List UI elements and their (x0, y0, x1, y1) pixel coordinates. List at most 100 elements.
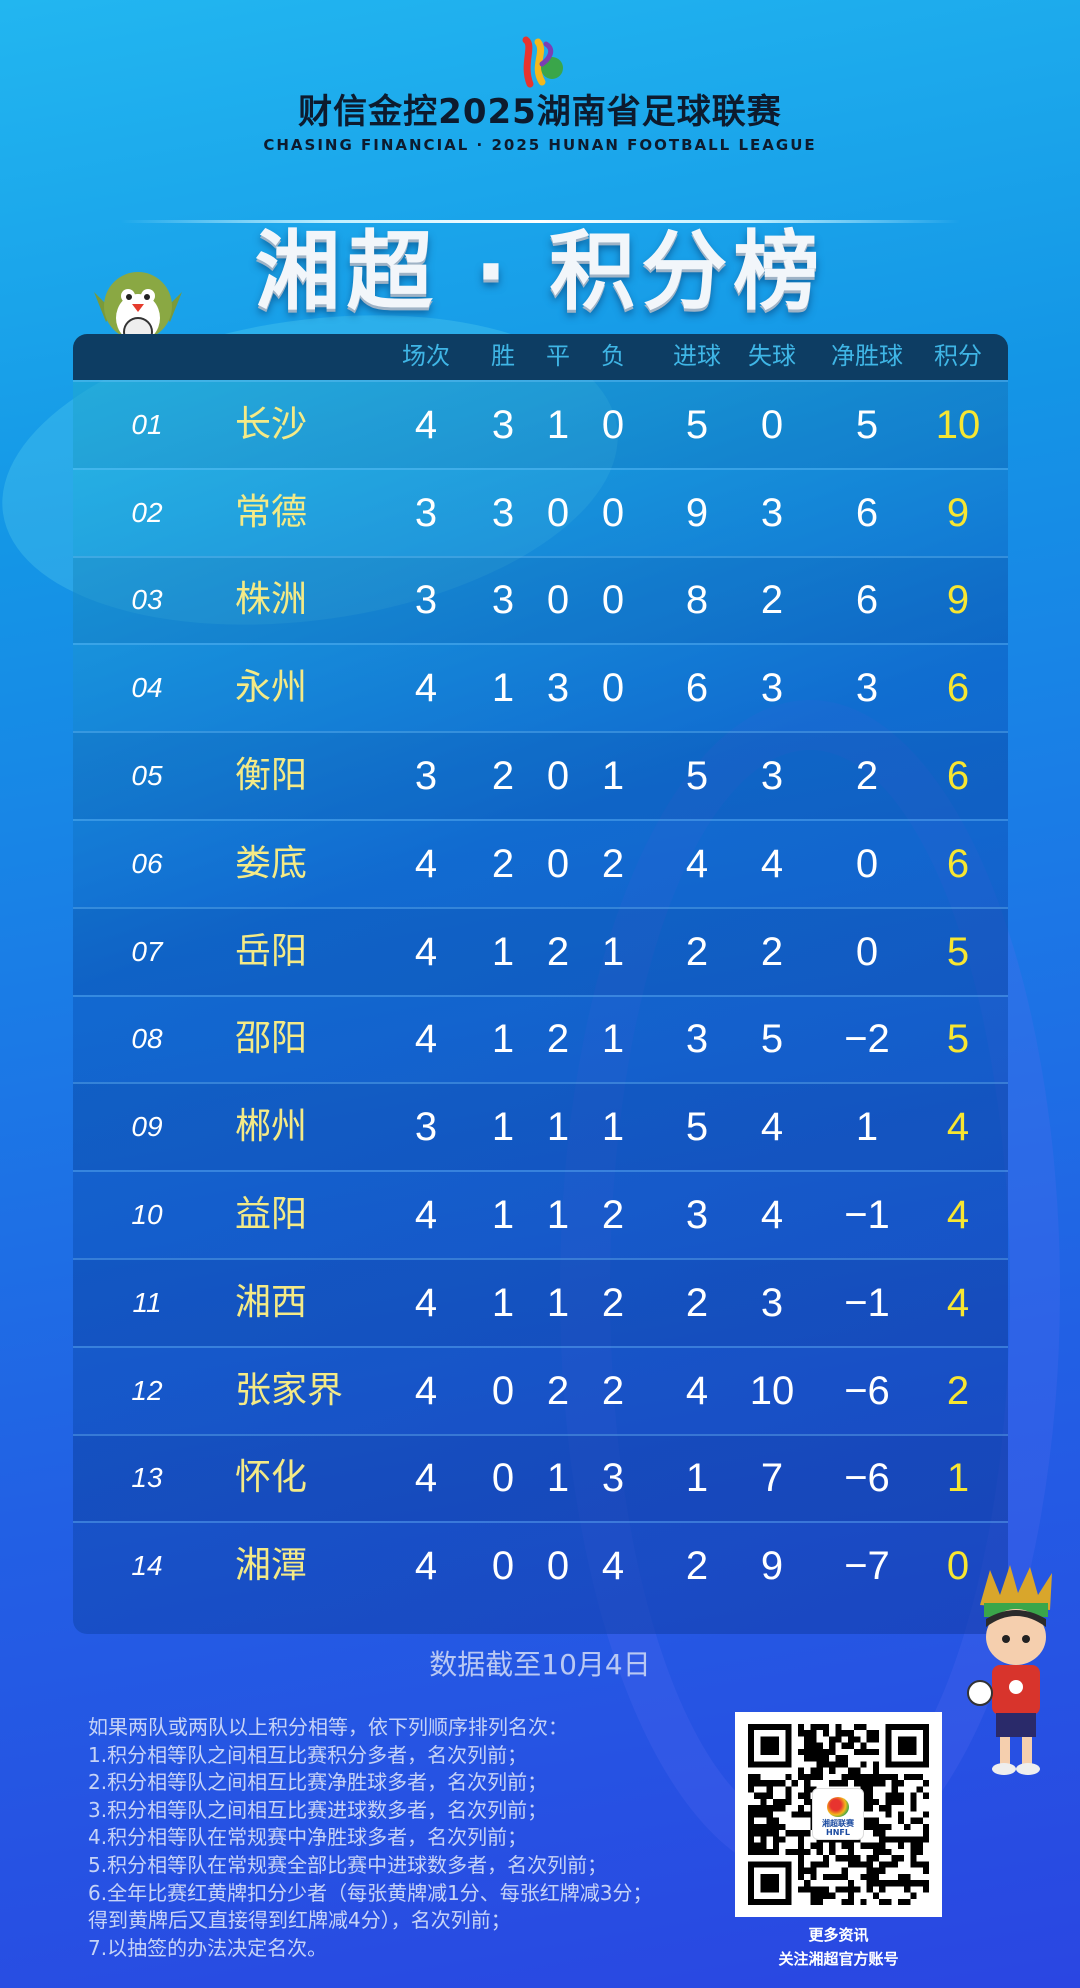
wins: 1 (491, 666, 515, 711)
draws: 1 (546, 1456, 570, 1501)
rank: 10 (131, 1199, 163, 1231)
played: 3 (414, 1105, 438, 1150)
league-logo (522, 36, 563, 88)
losses: 4 (601, 1544, 625, 1589)
table-row: 07 岳阳 4 1 2 1 2 2 0 5 (73, 906, 1008, 995)
rule-line: 得到黄牌后又直接得到红牌减4分），名次列前； (88, 1908, 511, 1933)
points: 4 (946, 1193, 970, 1238)
played: 4 (414, 841, 438, 886)
goal-difference: 2 (855, 754, 879, 799)
data-cutoff-date: 数据截至10月4日 (429, 1648, 651, 1681)
table-row: 01 长沙 4 3 1 0 5 0 5 10 (73, 380, 1008, 468)
draws: 0 (546, 841, 570, 886)
draws: 0 (546, 754, 570, 799)
rank: 09 (131, 1111, 163, 1143)
goals-for: 3 (685, 1193, 709, 1238)
goals-for: 1 (685, 1456, 709, 1501)
goals-for: 6 (685, 666, 709, 711)
team-name: 益阳 (235, 1194, 308, 1236)
wins: 1 (491, 1280, 515, 1325)
draws: 0 (546, 1544, 570, 1589)
table-row: 14 湘潭 4 0 0 4 2 9 −7 0 (73, 1521, 1008, 1609)
qr-center-logo: 湘超联赛 HNFL (812, 1788, 864, 1840)
column-header: 进球 (673, 342, 721, 370)
team-name: 娄底 (235, 842, 308, 884)
team-name: 张家界 (235, 1369, 344, 1411)
points: 0 (946, 1544, 970, 1589)
column-header: 平 (546, 342, 570, 370)
goals-against: 3 (760, 490, 784, 535)
table-row: 09 郴州 3 1 1 1 5 4 1 4 (73, 1082, 1008, 1171)
played: 4 (414, 1280, 438, 1325)
played: 4 (414, 402, 438, 447)
team-name: 常德 (235, 491, 308, 533)
rank: 14 (131, 1550, 163, 1582)
rank: 06 (131, 847, 163, 879)
goals-against: 3 (760, 754, 784, 799)
team-name: 永州 (235, 667, 308, 709)
draws: 1 (546, 402, 570, 447)
losses: 1 (601, 754, 625, 799)
team-name: 怀化 (235, 1457, 308, 1499)
rule-line: 5.积分相等队在常规赛全部比赛中进球数多者，名次列前； (88, 1852, 608, 1877)
goals-for: 5 (685, 754, 709, 799)
team-name: 湘西 (235, 1281, 308, 1323)
goals-for: 3 (685, 1017, 709, 1062)
goals-for: 2 (685, 929, 709, 974)
draws: 2 (546, 1368, 570, 1413)
draws: 1 (546, 1280, 570, 1325)
draws: 2 (546, 929, 570, 974)
goals-against: 4 (760, 1193, 784, 1238)
team-name: 衡阳 (235, 755, 308, 797)
league-title-en: CHASING FINANCIAL · 2025 HUNAN FOOTBALL … (263, 136, 817, 154)
team-name: 株洲 (235, 579, 308, 621)
column-header: 失球 (748, 342, 796, 370)
losses: 2 (601, 1193, 625, 1238)
goal-difference: −6 (844, 1368, 890, 1413)
points: 4 (946, 1105, 970, 1150)
standings-table: 场次 胜 平 负 进球 失球 净胜球 积分 01 长沙 4 3 1 0 5 0 5 10 02 常德 3… (73, 334, 1008, 1634)
column-header: 积分 (934, 342, 982, 370)
goals-against: 2 (760, 578, 784, 623)
player-mascot (967, 1565, 1052, 1775)
goal-difference: 6 (855, 490, 879, 535)
wins: 0 (491, 1368, 515, 1413)
column-header: 胜 (491, 342, 515, 370)
goals-against: 2 (760, 929, 784, 974)
goals-against: 10 (749, 1368, 795, 1413)
rule-line: 6.全年比赛红黄牌扣分少者（每张黄牌减1分、每张红牌减3分； (88, 1880, 653, 1905)
played: 3 (414, 490, 438, 535)
goal-difference: 6 (855, 578, 879, 623)
goal-difference: 0 (855, 841, 879, 886)
goal-difference: −7 (844, 1544, 890, 1589)
table-row: 06 娄底 4 2 0 2 4 4 0 6 (73, 819, 1008, 907)
draws: 0 (546, 490, 570, 535)
goals-against: 4 (760, 1105, 784, 1150)
draws: 0 (546, 578, 570, 623)
goals-for: 2 (685, 1280, 709, 1325)
goals-for: 8 (685, 578, 709, 623)
wins: 1 (491, 1017, 515, 1062)
points: 4 (946, 1280, 970, 1325)
rank: 08 (131, 1023, 163, 1055)
losses: 2 (601, 1280, 625, 1325)
goals-against: 0 (760, 402, 784, 447)
table-row: 13 怀化 4 0 1 3 1 7 −6 1 (73, 1433, 1008, 1522)
rank: 04 (131, 672, 163, 704)
goal-difference: −1 (844, 1280, 890, 1325)
table-header: 场次 胜 平 负 进球 失球 净胜球 积分 (73, 334, 1008, 380)
table-row: 03 株洲 3 3 0 0 8 2 6 9 (73, 555, 1008, 644)
table-row: 11 湘西 4 1 1 2 2 3 −1 4 (73, 1258, 1008, 1346)
goals-for: 5 (685, 402, 709, 447)
goals-for: 4 (685, 841, 709, 886)
rank: 01 (131, 408, 163, 440)
rank: 05 (131, 760, 163, 792)
rank: 03 (131, 584, 163, 616)
wins: 2 (491, 754, 515, 799)
rule-line: 7.以抽签的办法决定名次。 (88, 1935, 328, 1960)
losses: 1 (601, 1017, 625, 1062)
played: 3 (414, 754, 438, 799)
draws: 1 (546, 1105, 570, 1150)
team-name: 湘潭 (235, 1545, 308, 1587)
wins: 0 (491, 1544, 515, 1589)
